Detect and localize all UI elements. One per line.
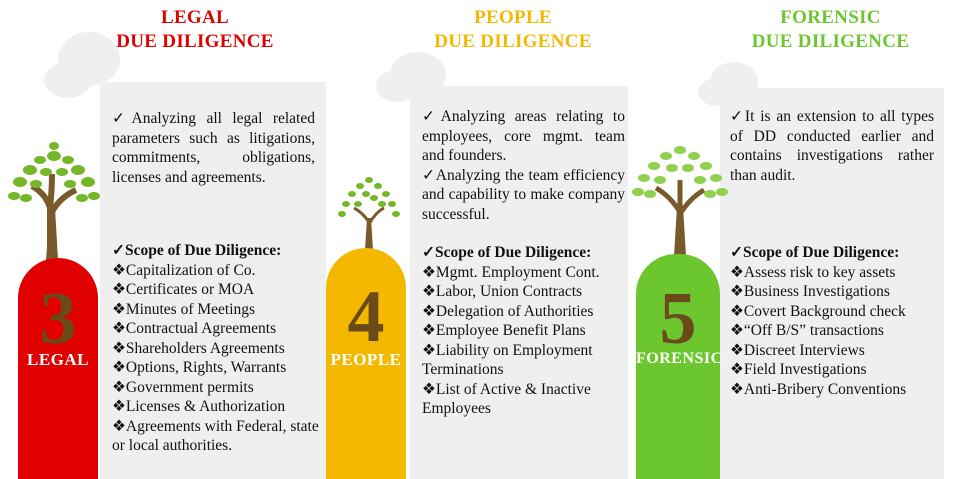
people-column: PEOPLE DUE DILIGENCE 4 PEOPLE ✓Analyzing…: [318, 0, 638, 479]
people-title-line2: DUE DILIGENCE: [434, 31, 592, 52]
tree-icon: [632, 146, 728, 256]
forensic-description: ✓It is an extension to all types of DD c…: [730, 107, 934, 185]
people-card: [410, 86, 628, 479]
people-paragraph: ✓Analyzing the team efficiency and capab…: [422, 166, 625, 223]
list-item: ❖Contractual Agreements: [112, 320, 277, 337]
list-item: ❖Minutes of Meetings: [112, 300, 256, 318]
forensic-title-line2: DUE DILIGENCE: [751, 31, 910, 52]
list-item: ❖Anti-Bribery Conventions: [730, 380, 907, 398]
legal-title-line2: DUE DILIGENCE: [116, 31, 274, 52]
list-item: ❖Labor, Union Contracts: [422, 283, 583, 300]
legal-column: LEGAL DUE DILIGENCE 3 LEGAL ✓Analyzing a…: [0, 0, 330, 479]
list-item: ❖Covert Background check: [730, 302, 906, 320]
tree-icon: [338, 177, 400, 250]
forensic-scope-heading: ✓Scope of Due Diligence:: [730, 244, 900, 261]
forensic-title-line1: FORENSIC: [780, 7, 881, 28]
list-item: ❖Mgmt. Employment Cont.: [422, 263, 600, 281]
people-label: PEOPLE: [330, 350, 402, 369]
people-title-line1: PEOPLE: [474, 7, 552, 28]
legal-pill: [18, 258, 98, 479]
legal-paragraph: ✓Analyzing all legal related parameters …: [112, 110, 315, 186]
legal-title-line1: LEGAL: [160, 7, 230, 28]
list-item: ❖Business Investigations: [730, 283, 890, 300]
list-item: ❖Field Investigations: [730, 361, 867, 378]
forensic-card: [720, 88, 944, 479]
people-paragraph: ✓Analyzing areas relating to employees, …: [422, 108, 625, 164]
list-item: ❖Options, Rights, Warrants: [112, 359, 287, 376]
list-item: ❖Liability on Employment Terminations: [422, 341, 593, 379]
people-title: PEOPLE DUE DILIGENCE: [413, 6, 613, 54]
list-item: ❖Government permits: [112, 378, 254, 396]
legal-description: ✓Analyzing all legal related parameters …: [112, 109, 315, 187]
forensic-scope-list: ❖Assess risk to key assets ❖Business Inv…: [730, 263, 952, 400]
forensic-pill: [636, 254, 720, 479]
people-pill: [326, 248, 406, 479]
legal-scope: ✓Scope of Due Diligence: ❖Capitalization…: [112, 241, 322, 456]
legal-scope-heading: ✓Scope of Due Diligence:: [112, 242, 282, 259]
forensic-column: FORENSIC DUE DILIGENCE 5 FORENSIC ✓It is…: [628, 0, 960, 479]
people-description: ✓Analyzing areas relating to employees, …: [422, 107, 625, 224]
people-scope-list: ❖Mgmt. Employment Cont. ❖Labor, Union Co…: [422, 263, 632, 419]
list-item: ❖Licenses & Authorization: [112, 398, 286, 415]
people-scope-heading: ✓Scope of Due Diligence:: [422, 244, 592, 261]
legal-number: 3: [39, 278, 77, 360]
list-item: ❖Agreements with Federal, state or local…: [112, 417, 319, 455]
forensic-paragraph: ✓It is an extension to all types of DD c…: [730, 108, 934, 184]
forensic-number: 5: [659, 278, 697, 360]
list-item: ❖Employee Benefit Plans: [422, 322, 586, 339]
legal-title: LEGAL DUE DILIGENCE: [85, 6, 305, 54]
legal-scope-list: ❖Capitalization of Co. ❖Certificates or …: [112, 261, 322, 456]
list-item: ❖Delegation of Authorities: [422, 302, 594, 320]
legal-label: LEGAL: [26, 350, 90, 369]
tree-icon: [8, 142, 100, 260]
people-scope: ✓Scope of Due Diligence: ❖Mgmt. Employme…: [422, 243, 632, 419]
list-item: ❖Assess risk to key assets: [730, 263, 896, 281]
forensic-scope: ✓Scope of Due Diligence: ❖Assess risk to…: [730, 243, 952, 399]
list-item: ❖“Off B/S” transactions: [730, 322, 884, 339]
cloud-decoration: [44, 62, 92, 98]
list-item: ❖Discreet Interviews: [730, 341, 865, 359]
list-item: ❖Certificates or MOA: [112, 281, 255, 298]
legal-card: [100, 82, 326, 479]
list-item: ❖Capitalization of Co.: [112, 261, 256, 279]
forensic-label: FORENSIC: [636, 350, 723, 367]
list-item: ❖Shareholders Agreements: [112, 339, 285, 357]
list-item: ❖List of Active & Inactive Employees: [422, 380, 591, 418]
people-number: 4: [347, 276, 385, 358]
forensic-title: FORENSIC DUE DILIGENCE: [723, 6, 938, 54]
